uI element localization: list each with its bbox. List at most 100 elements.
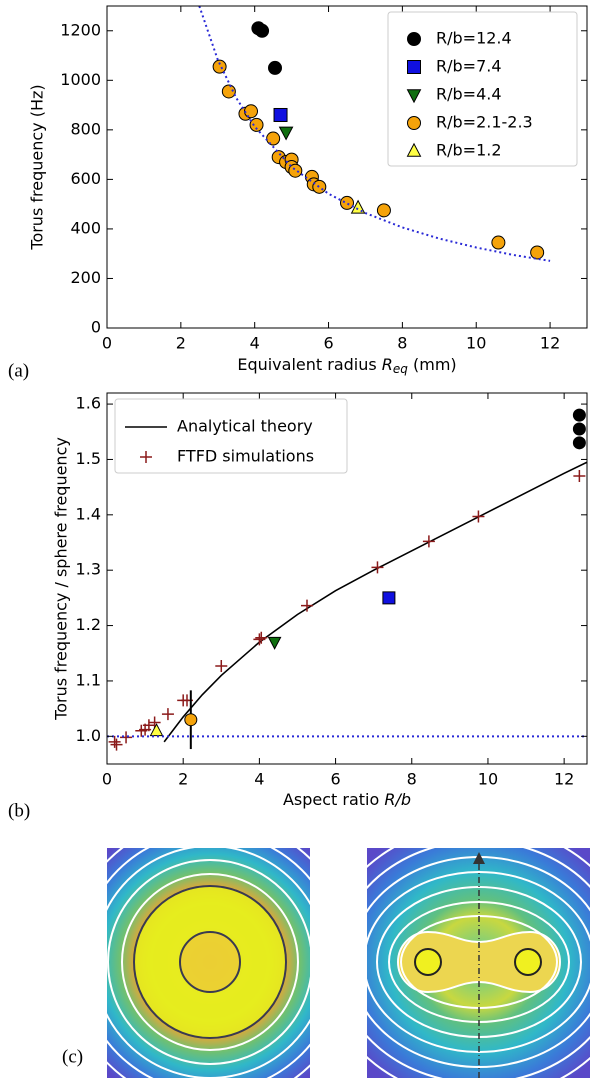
point	[301, 599, 313, 612]
point	[382, 591, 396, 605]
x-axis-label-part: eq	[393, 362, 408, 376]
point	[472, 510, 485, 523]
legend-box	[387, 11, 578, 167]
legend-marker	[406, 89, 422, 104]
point	[212, 59, 227, 74]
y-tick-label: 1.0	[76, 726, 101, 745]
x-tick-label: 10	[478, 770, 498, 789]
field-image-torus	[367, 848, 590, 1078]
x-axis-label-part: Equivalent radius	[237, 355, 381, 374]
legend-box	[114, 398, 348, 474]
point	[149, 723, 164, 737]
point	[422, 535, 435, 548]
x-tick-label: 6	[330, 770, 340, 789]
point	[148, 716, 161, 729]
point	[161, 708, 174, 721]
point	[253, 633, 266, 646]
point	[142, 719, 155, 732]
plot-frame	[106, 392, 588, 765]
x-tick-label: 2	[176, 334, 186, 353]
series-line	[163, 461, 587, 743]
point	[266, 131, 281, 146]
x-axis-label-part: (mm)	[408, 355, 457, 374]
point	[288, 163, 303, 178]
point	[340, 195, 354, 210]
legend-marker	[407, 32, 421, 46]
point	[491, 235, 506, 250]
y-tick-label: 200	[70, 268, 101, 287]
point	[120, 731, 133, 744]
point	[530, 245, 545, 260]
x-tick-label: 8	[397, 334, 407, 353]
plot-area	[198, 6, 551, 262]
point	[215, 659, 228, 672]
point	[244, 104, 258, 119]
x-tick-label: 4	[250, 334, 260, 353]
point	[572, 436, 586, 450]
point	[371, 561, 384, 574]
legend-label: R/b=7.4	[436, 57, 502, 76]
y-tick-label: 1.1	[76, 670, 101, 689]
plot-area	[107, 408, 587, 751]
panel-label: (a)	[8, 360, 29, 381]
y-tick-label: 1000	[60, 70, 101, 89]
point	[572, 408, 586, 422]
legend-label: R/b=2.1-2.3	[436, 113, 533, 132]
point	[268, 60, 282, 75]
legend-label: Analytical theory	[177, 417, 313, 436]
point	[110, 738, 123, 751]
field-image-sphere	[107, 848, 310, 1078]
point	[573, 470, 586, 483]
point	[255, 631, 268, 644]
legend-label: R/b=4.4	[436, 85, 502, 104]
legend-marker	[407, 60, 421, 74]
y-tick-label: 800	[70, 119, 101, 138]
x-axis-label-part: R/b	[384, 790, 411, 809]
x-tick-label: 4	[254, 770, 264, 789]
x-tick-label: 10	[466, 334, 486, 353]
panel-label: (c)	[62, 1046, 83, 1067]
x-axis-label-part: Aspect ratio	[283, 790, 384, 809]
legend-label: R/b=12.4	[436, 29, 512, 48]
x-tick-label: 12	[554, 770, 574, 789]
point	[376, 203, 391, 218]
y-tick-label: 1.6	[76, 394, 101, 413]
panel-label: (b)	[8, 800, 30, 821]
point	[221, 84, 236, 99]
point	[278, 126, 294, 141]
legend-label: R/b=1.2	[436, 141, 502, 160]
y-axis-label: Torus frequency (Hz)	[28, 84, 47, 250]
point	[312, 179, 327, 194]
x-tick-label: 8	[407, 770, 417, 789]
x-tick-label: 2	[178, 770, 188, 789]
point	[184, 713, 198, 727]
y-tick-label: 1200	[60, 20, 101, 39]
x-tick-label: 0	[102, 334, 112, 353]
y-tick-label: 1.3	[76, 560, 101, 579]
x-axis-label: Equivalent radius Req (mm)	[237, 355, 456, 376]
point	[572, 422, 586, 436]
x-tick-label: 0	[102, 770, 112, 789]
point	[255, 23, 270, 38]
y-tick-label: 400	[70, 218, 101, 237]
x-axis-label-part: R	[382, 355, 393, 374]
point	[249, 117, 264, 132]
y-tick-label: 1.4	[76, 504, 101, 523]
plot-frame	[106, 5, 588, 329]
legend-label: FTFD simulations	[177, 447, 314, 466]
y-axis-label: Torus frequency / sphere frequency	[52, 437, 71, 721]
point	[273, 107, 288, 122]
point	[267, 636, 282, 650]
y-tick-label: 1.2	[76, 615, 101, 634]
x-tick-label: 12	[540, 334, 560, 353]
legend-marker	[406, 142, 422, 157]
y-tick-label: 0	[91, 318, 101, 337]
x-tick-label: 6	[323, 334, 333, 353]
legend-marker	[407, 116, 421, 130]
point	[108, 735, 121, 748]
y-tick-label: 600	[70, 169, 101, 188]
x-axis-label: Aspect ratio R/b	[283, 790, 411, 809]
legend-marker	[140, 451, 152, 463]
